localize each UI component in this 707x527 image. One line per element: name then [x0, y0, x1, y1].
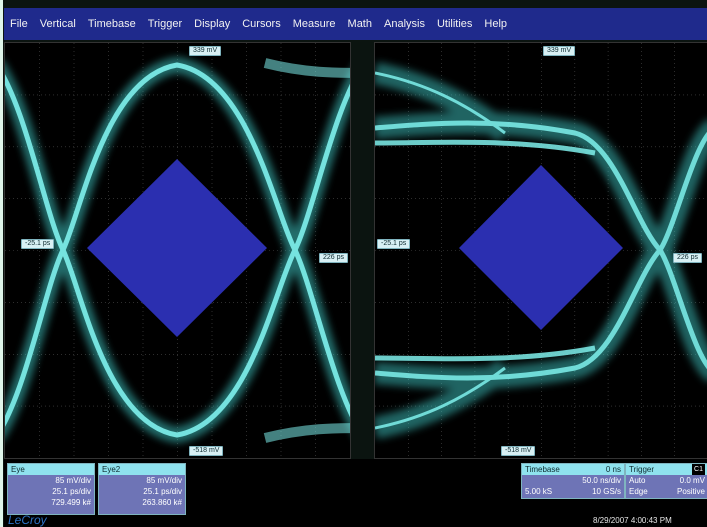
marker-top[interactable]: 339 mV — [543, 46, 576, 56]
eye-mask-diamond — [459, 165, 623, 330]
timebase-rate: 10 GS/s — [592, 487, 621, 496]
timebase-label: Timebase — [525, 465, 560, 474]
brand-logo: LeCroy — [8, 513, 47, 527]
timebase-offset: 0 ns — [605, 465, 621, 474]
trace-count: 263.860 k# — [142, 498, 182, 507]
trace-vdiv: 85 mV/div — [55, 476, 91, 485]
timebase-row: 50.0 ns/div — [522, 475, 624, 486]
trigger-row: Edge Positive — [626, 486, 707, 497]
trigger-level: 0.0 mV — [679, 476, 705, 485]
menu-help[interactable]: Help — [484, 18, 508, 30]
timebase-header: Timebase 0 ns — [522, 464, 624, 475]
trace-count: 729.499 k# — [51, 498, 91, 507]
menu-timebase[interactable]: Timebase — [87, 18, 136, 30]
trace-descriptor-eye2[interactable]: Eye2 85 mV/div 25.1 ps/div 263.860 k# — [98, 463, 186, 515]
menu-analysis[interactable]: Analysis — [384, 18, 425, 30]
menu-file[interactable]: File — [10, 18, 28, 30]
menu-measure[interactable]: Measure — [292, 18, 336, 30]
trigger-slope: Positive — [676, 487, 705, 496]
menu-display[interactable]: Display — [194, 18, 231, 30]
menu-math[interactable]: Math — [347, 18, 372, 30]
trace-vdiv: 85 mV/div — [146, 476, 182, 485]
trace-tdiv: 25.1 ps/div — [52, 487, 91, 496]
menu-bar: File Vertical Timebase Trigger Display C… — [4, 8, 707, 40]
marker-bottom[interactable]: -518 mV — [189, 446, 224, 456]
trace-name: Eye2 — [99, 464, 185, 475]
trigger-mode: Auto — [629, 476, 646, 485]
trace-name: Eye — [8, 464, 94, 475]
eye-diagram-left-plot — [5, 43, 350, 458]
trace-descriptor-eye[interactable]: Eye 85 mV/div 25.1 ps/div 729.499 k# — [7, 463, 95, 515]
eye-mask-diamond — [87, 159, 267, 337]
datetime-readout: 8/29/2007 4:00:43 PM — [593, 516, 672, 525]
marker-bottom[interactable]: -518 mV — [501, 446, 536, 456]
marker-top[interactable]: 339 mV — [189, 46, 222, 56]
timebase-row: 5.00 kS 10 GS/s — [522, 486, 624, 497]
trigger-descriptor[interactable]: Trigger C1 Auto 0.0 mV Edge Positive — [625, 463, 707, 499]
menu-trigger[interactable]: Trigger — [147, 18, 183, 30]
eye-diagram-panel-left[interactable]: 339 mV -518 mV -25.1 ps 226 ps — [4, 42, 351, 459]
marker-left[interactable]: -25.1 ps — [377, 239, 411, 249]
trigger-type: Edge — [629, 487, 648, 496]
timebase-descriptor[interactable]: Timebase 0 ns 50.0 ns/div 5.00 kS 10 GS/… — [521, 463, 625, 499]
trigger-row: Auto 0.0 mV — [626, 475, 707, 486]
eye-diagram-right-plot — [375, 43, 707, 458]
trace-tdiv: 25.1 ps/div — [143, 487, 182, 496]
trigger-channel-badge: C1 — [692, 464, 705, 475]
eye-trace — [375, 71, 707, 430]
marker-left[interactable]: -25.1 ps — [21, 239, 55, 249]
timebase-samples: 5.00 kS — [525, 487, 553, 496]
menu-vertical[interactable]: Vertical — [39, 18, 76, 30]
status-bar: Eye 85 mV/div 25.1 ps/div 729.499 k# Eye… — [4, 459, 707, 527]
menu-utilities[interactable]: Utilities — [436, 18, 473, 30]
marker-right[interactable]: 226 ps — [319, 253, 349, 263]
trigger-header: Trigger C1 — [626, 464, 707, 475]
eye-trace — [5, 58, 350, 443]
timebase-tdiv: 50.0 ns/div — [582, 476, 621, 485]
marker-right[interactable]: 226 ps — [673, 253, 703, 263]
trigger-label: Trigger — [629, 465, 655, 474]
menu-cursors[interactable]: Cursors — [242, 18, 281, 30]
eye-diagram-panel-right[interactable]: 339 mV -518 mV -25.1 ps 226 ps — [374, 42, 707, 459]
